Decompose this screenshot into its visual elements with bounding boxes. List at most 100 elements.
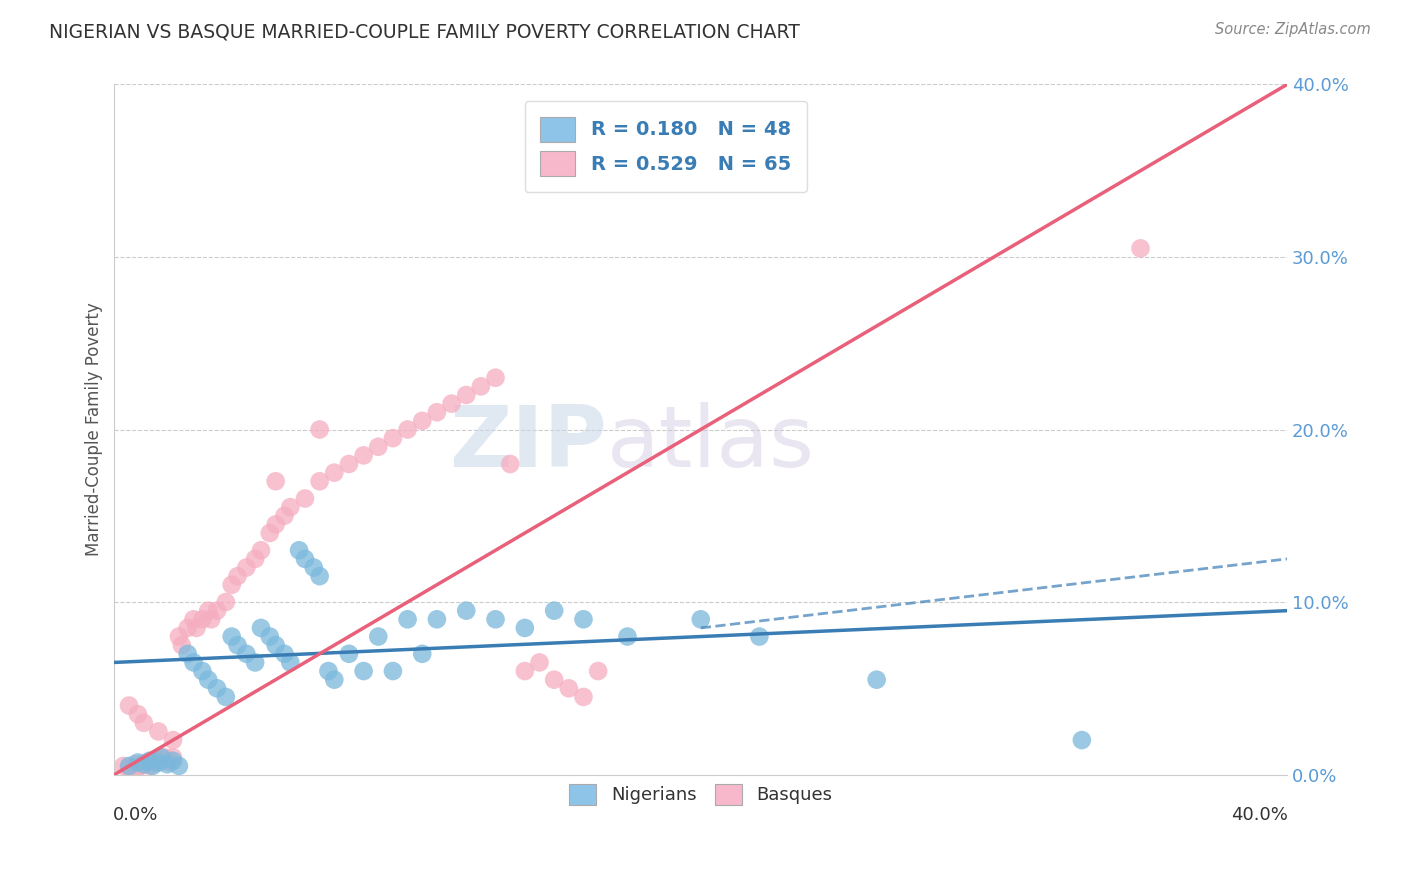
Point: [124, 757, 146, 772]
Point: [132, 757, 155, 772]
Point: [381, 664, 404, 678]
Point: [367, 440, 389, 454]
Point: [135, 756, 157, 770]
Point: [264, 475, 287, 489]
Point: [138, 759, 160, 773]
Point: [141, 759, 163, 773]
Point: [396, 423, 419, 437]
Point: [308, 569, 330, 583]
Point: [197, 673, 219, 687]
Text: atlas: atlas: [607, 401, 815, 485]
Point: [572, 690, 595, 704]
Point: [543, 604, 565, 618]
Point: [456, 604, 478, 618]
Point: [866, 673, 889, 687]
Text: NIGERIAN VS BASQUE MARRIED-COUPLE FAMILY POVERTY CORRELATION CHART: NIGERIAN VS BASQUE MARRIED-COUPLE FAMILY…: [49, 22, 800, 41]
Point: [1070, 733, 1092, 747]
Point: [132, 715, 155, 730]
Point: [162, 750, 184, 764]
Point: [440, 396, 463, 410]
Point: [689, 612, 711, 626]
Point: [127, 761, 149, 775]
Point: [259, 526, 281, 541]
Point: [191, 664, 214, 678]
Point: [278, 656, 301, 670]
Point: [177, 647, 200, 661]
Point: [129, 759, 152, 773]
Point: [411, 647, 433, 661]
Text: 0.0%: 0.0%: [114, 805, 159, 823]
Point: [226, 638, 249, 652]
Point: [250, 543, 273, 558]
Point: [456, 388, 478, 402]
Point: [353, 664, 375, 678]
Point: [156, 752, 179, 766]
Point: [153, 750, 176, 764]
Text: 40.0%: 40.0%: [1232, 805, 1288, 823]
Point: [337, 457, 360, 471]
Point: [221, 630, 243, 644]
Point: [162, 754, 184, 768]
Point: [273, 508, 295, 523]
Point: [150, 754, 173, 768]
Point: [259, 630, 281, 644]
Point: [215, 690, 238, 704]
Point: [205, 681, 228, 696]
Point: [543, 673, 565, 687]
Point: [294, 552, 316, 566]
Point: [167, 630, 190, 644]
Point: [302, 560, 325, 574]
Point: [186, 621, 208, 635]
Point: [191, 612, 214, 626]
Point: [572, 612, 595, 626]
Point: [264, 517, 287, 532]
Point: [513, 664, 536, 678]
Point: [121, 763, 143, 777]
Point: [616, 630, 638, 644]
Point: [308, 475, 330, 489]
Point: [112, 759, 135, 773]
Point: [586, 664, 609, 678]
Point: [513, 621, 536, 635]
Y-axis label: Married-Couple Family Poverty: Married-Couple Family Poverty: [86, 302, 103, 557]
Point: [200, 612, 222, 626]
Point: [138, 754, 160, 768]
Point: [323, 466, 346, 480]
Point: [243, 552, 266, 566]
Point: [278, 500, 301, 515]
Point: [183, 656, 205, 670]
Point: [484, 370, 506, 384]
Point: [162, 733, 184, 747]
Legend: Nigerians, Basques: Nigerians, Basques: [557, 772, 845, 817]
Point: [264, 638, 287, 652]
Point: [470, 379, 492, 393]
Point: [529, 656, 551, 670]
Point: [308, 423, 330, 437]
Point: [367, 630, 389, 644]
Point: [118, 759, 141, 773]
Point: [145, 756, 167, 770]
Point: [748, 630, 770, 644]
Point: [1129, 241, 1152, 255]
Point: [118, 761, 141, 775]
Point: [127, 756, 149, 770]
Point: [221, 578, 243, 592]
Point: [170, 638, 193, 652]
Point: [167, 759, 190, 773]
Point: [273, 647, 295, 661]
Point: [132, 757, 155, 772]
Point: [141, 754, 163, 768]
Point: [177, 621, 200, 635]
Point: [183, 612, 205, 626]
Point: [381, 431, 404, 445]
Point: [411, 414, 433, 428]
Point: [318, 664, 340, 678]
Point: [118, 698, 141, 713]
Point: [396, 612, 419, 626]
Point: [250, 621, 273, 635]
Point: [426, 612, 449, 626]
Point: [288, 543, 311, 558]
Point: [323, 673, 346, 687]
Point: [215, 595, 238, 609]
Point: [150, 750, 173, 764]
